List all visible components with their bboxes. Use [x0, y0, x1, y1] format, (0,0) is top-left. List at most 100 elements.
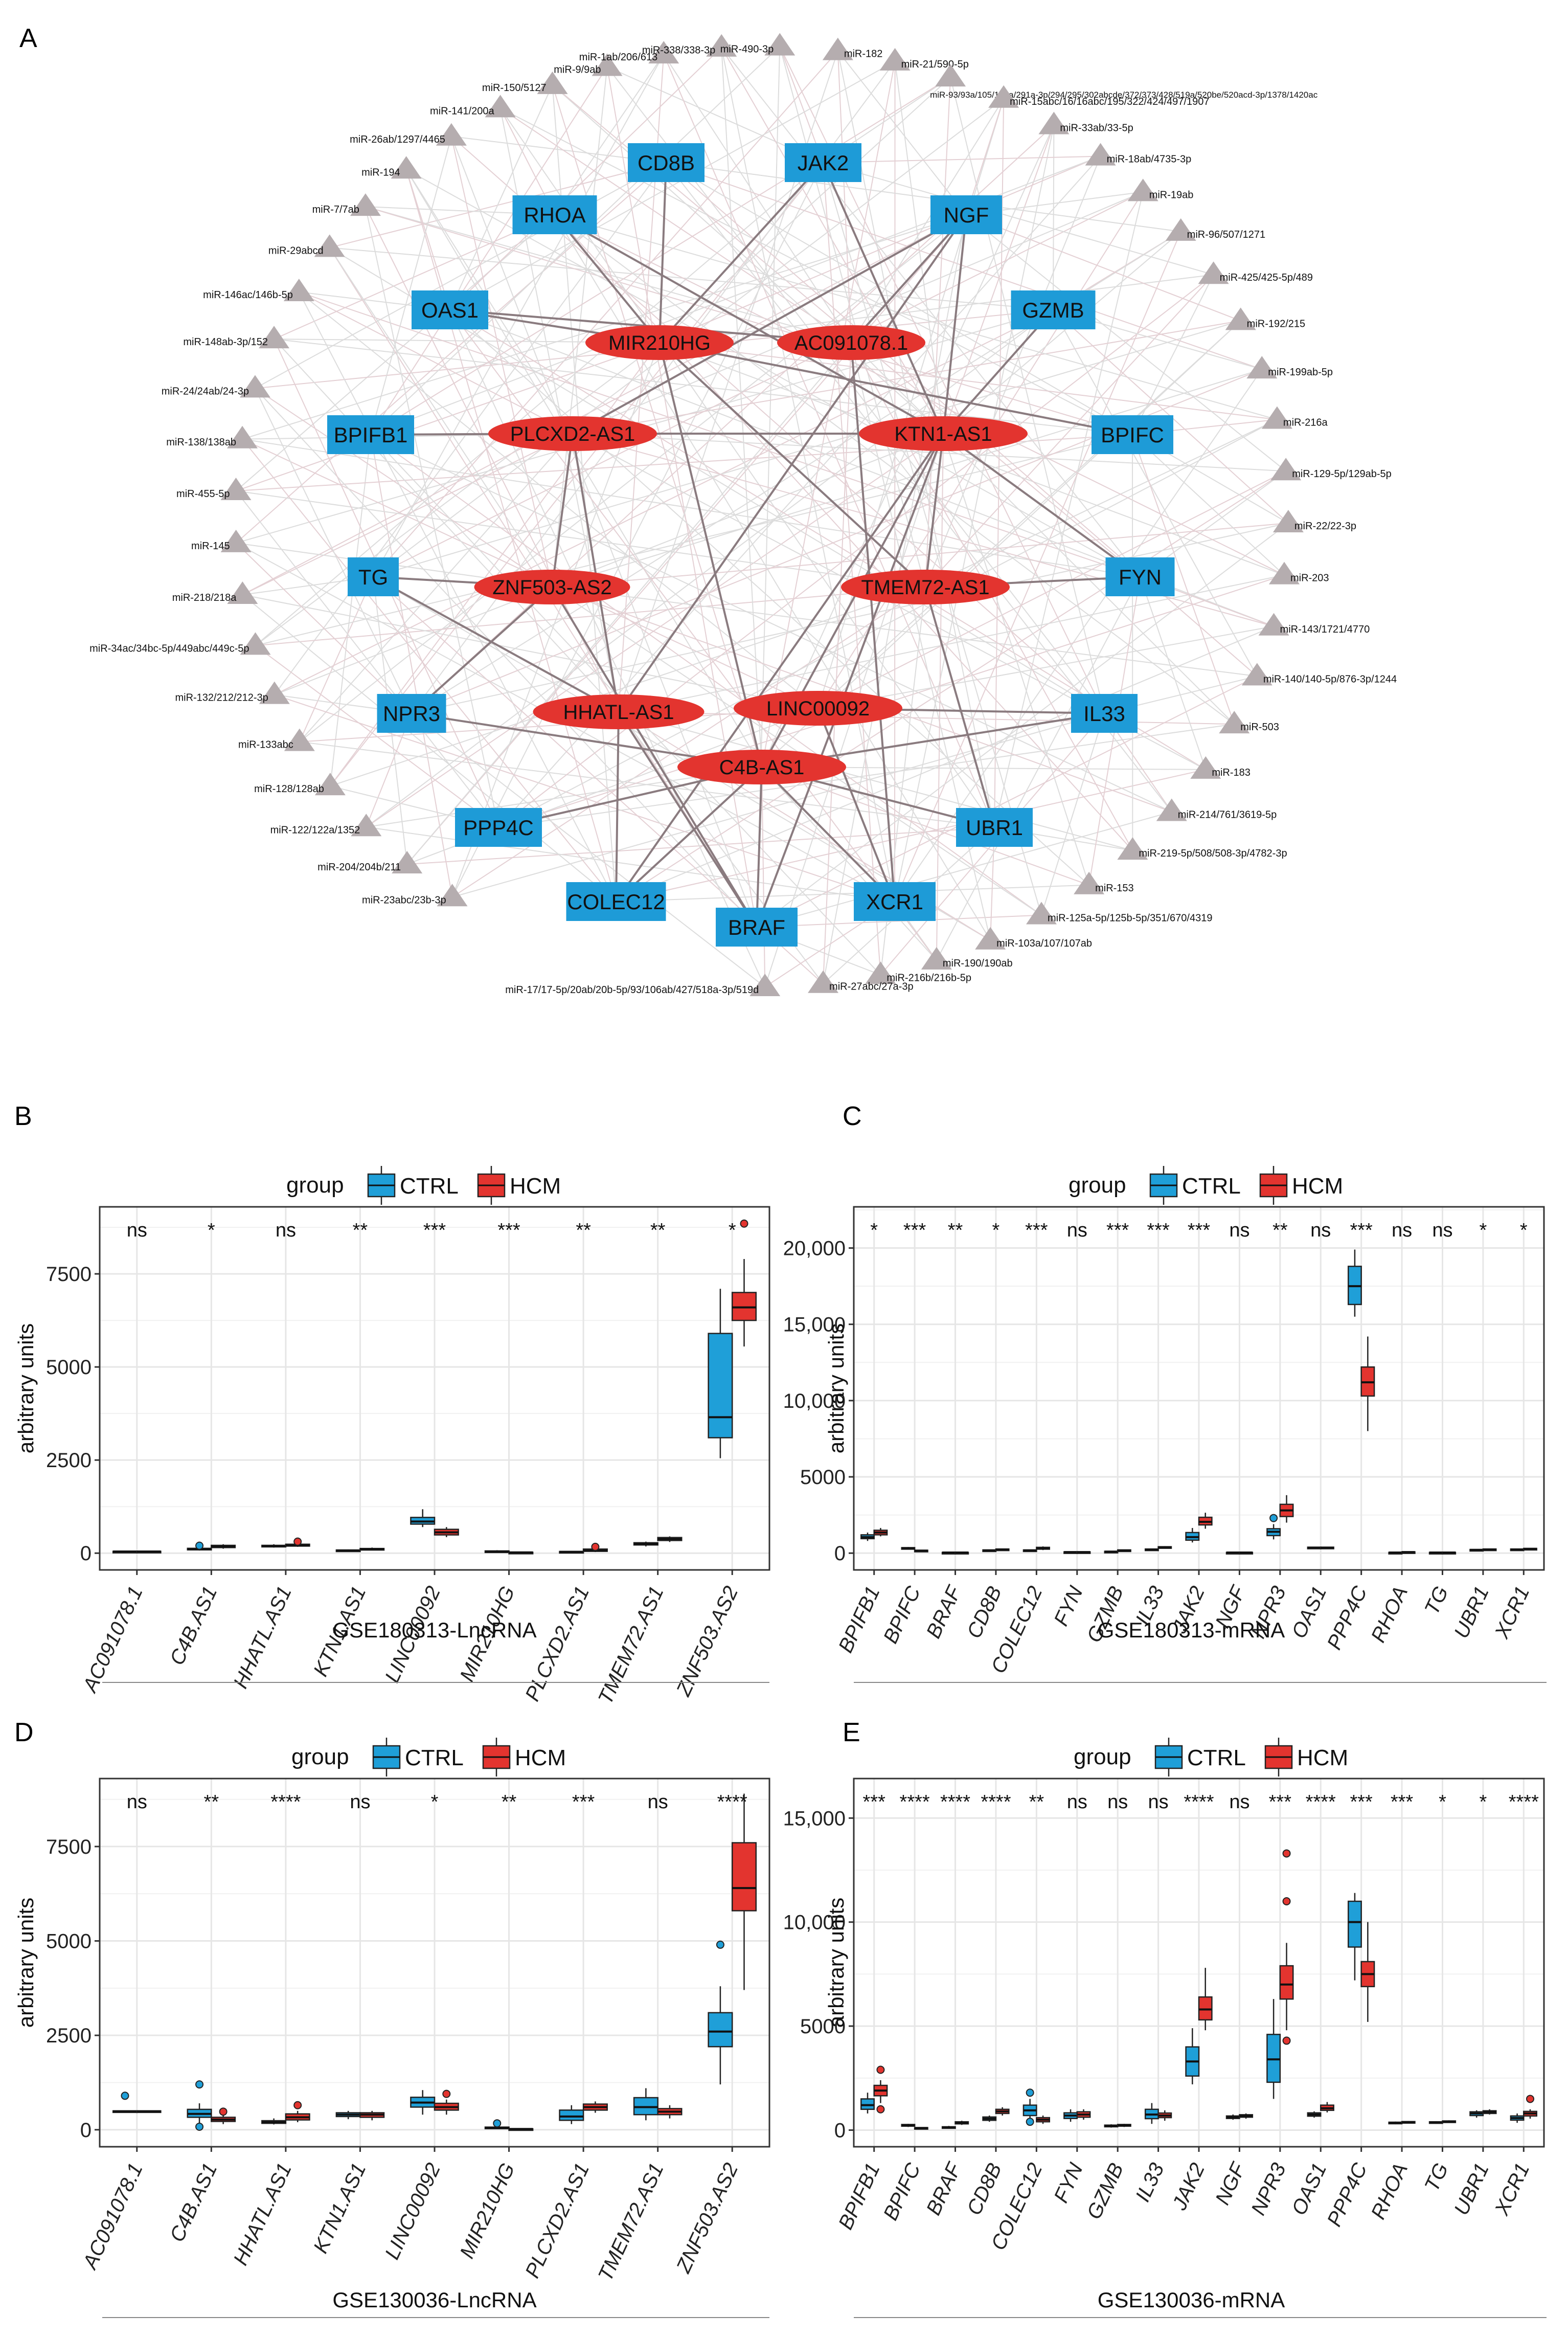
background-edge — [823, 162, 1042, 915]
background-edge — [255, 342, 660, 646]
background-edge — [552, 587, 1042, 916]
panel-label-d: D — [14, 1718, 34, 1747]
mirna-node — [706, 34, 737, 57]
mirna-node — [1156, 798, 1187, 821]
mrna-label-il33: IL33 — [1083, 702, 1125, 726]
legend-label-ctrl: CTRL — [1182, 1174, 1241, 1199]
x-tick-label: XCR1 — [1490, 2160, 1534, 2219]
network-edge — [658, 162, 824, 344]
mrna-node-bpifc — [1092, 415, 1173, 454]
mirna-label: miR-129-5p/129ab-5p — [1292, 468, 1392, 480]
mirna-label: miR-190/190ab — [943, 958, 1013, 969]
box-outlier — [591, 1542, 600, 1551]
y-tick-label: 0 — [834, 1542, 846, 1565]
significance-label: ** — [1272, 1220, 1288, 1241]
regulatory-network: CD8B JAK2 RHOA NGF OAS1 GZMB BPIFB1 BPIFC TG FYN N… — [89, 33, 1397, 996]
mirna-label: miR-216a — [1283, 417, 1328, 429]
mirna-label: miR-216b/216b-5p — [887, 972, 971, 983]
background-edge — [554, 214, 1235, 725]
y-axis-label: arbitrary units — [14, 1323, 38, 1453]
x-tick-label: TG — [1420, 2160, 1452, 2195]
significance-label: * — [1479, 1220, 1487, 1241]
box-outlier — [195, 1541, 204, 1550]
significance-label: ns — [648, 1791, 668, 1813]
significance-label: **** — [717, 1791, 747, 1813]
background-edge — [405, 169, 573, 434]
lncrna-node-ac091078-1 — [777, 325, 925, 360]
y-tick-label: 15,000 — [783, 1807, 846, 1830]
significance-label: ** — [650, 1220, 666, 1241]
mirna-node — [259, 326, 290, 349]
mirna-node — [648, 41, 679, 64]
background-edge — [966, 214, 1286, 471]
background-edge — [242, 439, 617, 902]
significance-label: * — [1520, 1220, 1528, 1241]
lncrna-node-ktn1-as1 — [859, 416, 1028, 451]
network-edge — [942, 214, 967, 434]
mrna-label-bpifc: BPIFC — [1101, 423, 1164, 447]
x-tick-label: AC091078.1 — [78, 1583, 147, 1696]
x-tick-label: BPIFC — [879, 1582, 925, 1647]
background-edge — [411, 522, 1289, 714]
box-outlier — [293, 1537, 302, 1546]
mrna-node-colec12 — [566, 882, 666, 921]
mrna-node-cd8b — [628, 143, 705, 182]
panel-label-c: C — [843, 1101, 862, 1131]
network-main-edges — [370, 162, 1141, 928]
network-edge — [942, 433, 1141, 578]
mirna-node — [220, 478, 252, 501]
significance-label: * — [208, 1220, 215, 1241]
background-edge — [373, 576, 991, 941]
background-edge — [925, 77, 951, 588]
network-background-edges — [235, 46, 1289, 987]
box-ctrl-znf503-as2 — [708, 1333, 733, 1438]
background-edge — [370, 434, 1042, 916]
legend-label-ctrl: CTRL — [400, 1174, 459, 1199]
background-edge — [721, 47, 762, 768]
background-edge — [299, 214, 967, 743]
box-outlier — [876, 2105, 885, 2114]
network-edge — [817, 708, 896, 902]
mirna-node — [1258, 613, 1289, 636]
background-edge — [242, 214, 967, 440]
mirna-label: miR-27abc/27a-3p — [829, 981, 914, 993]
significance-label: ns — [1310, 1220, 1331, 1241]
significance-label: ** — [204, 1791, 219, 1813]
mirna-node — [437, 884, 468, 907]
panel-label-a: A — [19, 24, 37, 53]
x-tick-label: BPIFC — [879, 2159, 925, 2223]
background-edge — [894, 369, 1263, 902]
background-edge — [756, 914, 1042, 928]
x-tick-label: C4B.AS1 — [166, 2160, 221, 2245]
chart-d: 0 2500 5000 7500 arbitrary units AC091078.1 ns… — [14, 1738, 770, 2318]
y-tick-label: 5000 — [800, 2015, 846, 2038]
lncrna-label-hhatl-as1: HHATL-AS1 — [563, 701, 674, 724]
background-edge — [405, 169, 762, 768]
panel-label-e: E — [843, 1718, 860, 1747]
background-edge — [498, 419, 1278, 828]
box-ctrl-plcxd2-as1 — [559, 2109, 584, 2121]
mirna-label: miR-24/24ab/24-3p — [162, 386, 249, 397]
background-edge — [659, 342, 1278, 420]
background-edge — [851, 342, 1235, 725]
network-edge — [615, 433, 944, 903]
background-edge — [618, 711, 1235, 725]
background-edge — [659, 342, 1285, 576]
mirna-node — [284, 728, 315, 751]
box-outlier — [442, 2089, 451, 2098]
mirna-label: miR-199ab-5p — [1268, 367, 1333, 378]
x-tick-label: NPR3 — [1247, 2160, 1290, 2218]
y-tick-label: 10,000 — [783, 1390, 846, 1412]
background-edge — [373, 191, 1144, 577]
significance-label: ** — [948, 1220, 963, 1241]
mirna-node — [314, 773, 346, 796]
mrna-node-fyn — [1105, 557, 1175, 596]
mirna-node — [1272, 509, 1304, 532]
mirna-node — [1038, 111, 1070, 134]
mirna-node — [808, 970, 839, 993]
background-edge — [255, 162, 667, 389]
x-tick-label: UBR1 — [1450, 2160, 1493, 2218]
mirna-node — [1085, 143, 1116, 166]
y-tick-label: 0 — [834, 2119, 846, 2142]
